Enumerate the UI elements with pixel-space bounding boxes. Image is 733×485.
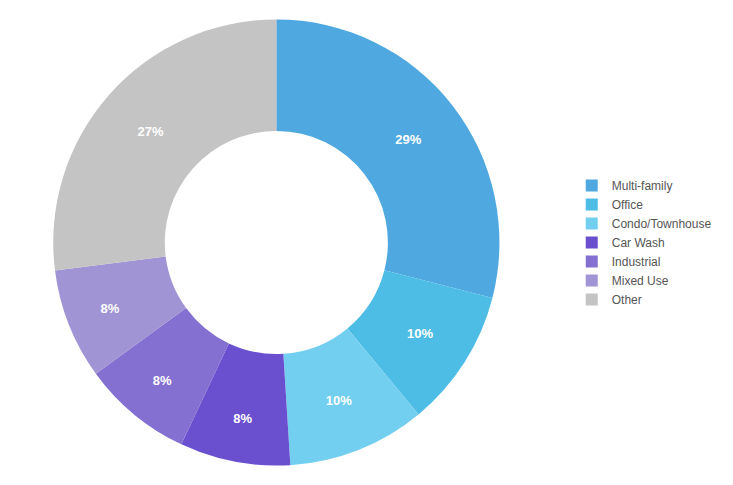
svg-text:Car Wash: Car Wash bbox=[612, 236, 665, 250]
svg-text:29%: 29% bbox=[395, 132, 421, 147]
svg-text:Other: Other bbox=[612, 293, 642, 307]
svg-text:27%: 27% bbox=[138, 124, 164, 139]
svg-text:8%: 8% bbox=[153, 373, 172, 388]
svg-text:Industrial: Industrial bbox=[612, 255, 661, 269]
svg-text:Office: Office bbox=[612, 198, 643, 212]
svg-text:10%: 10% bbox=[326, 393, 352, 408]
svg-text:8%: 8% bbox=[233, 411, 252, 426]
svg-text:8%: 8% bbox=[101, 301, 120, 316]
svg-text:Multi-family: Multi-family bbox=[612, 179, 673, 193]
svg-text:Mixed Use: Mixed Use bbox=[612, 274, 669, 288]
svg-text:10%: 10% bbox=[407, 326, 433, 341]
svg-text:Condo/Townhouse: Condo/Townhouse bbox=[612, 217, 712, 231]
